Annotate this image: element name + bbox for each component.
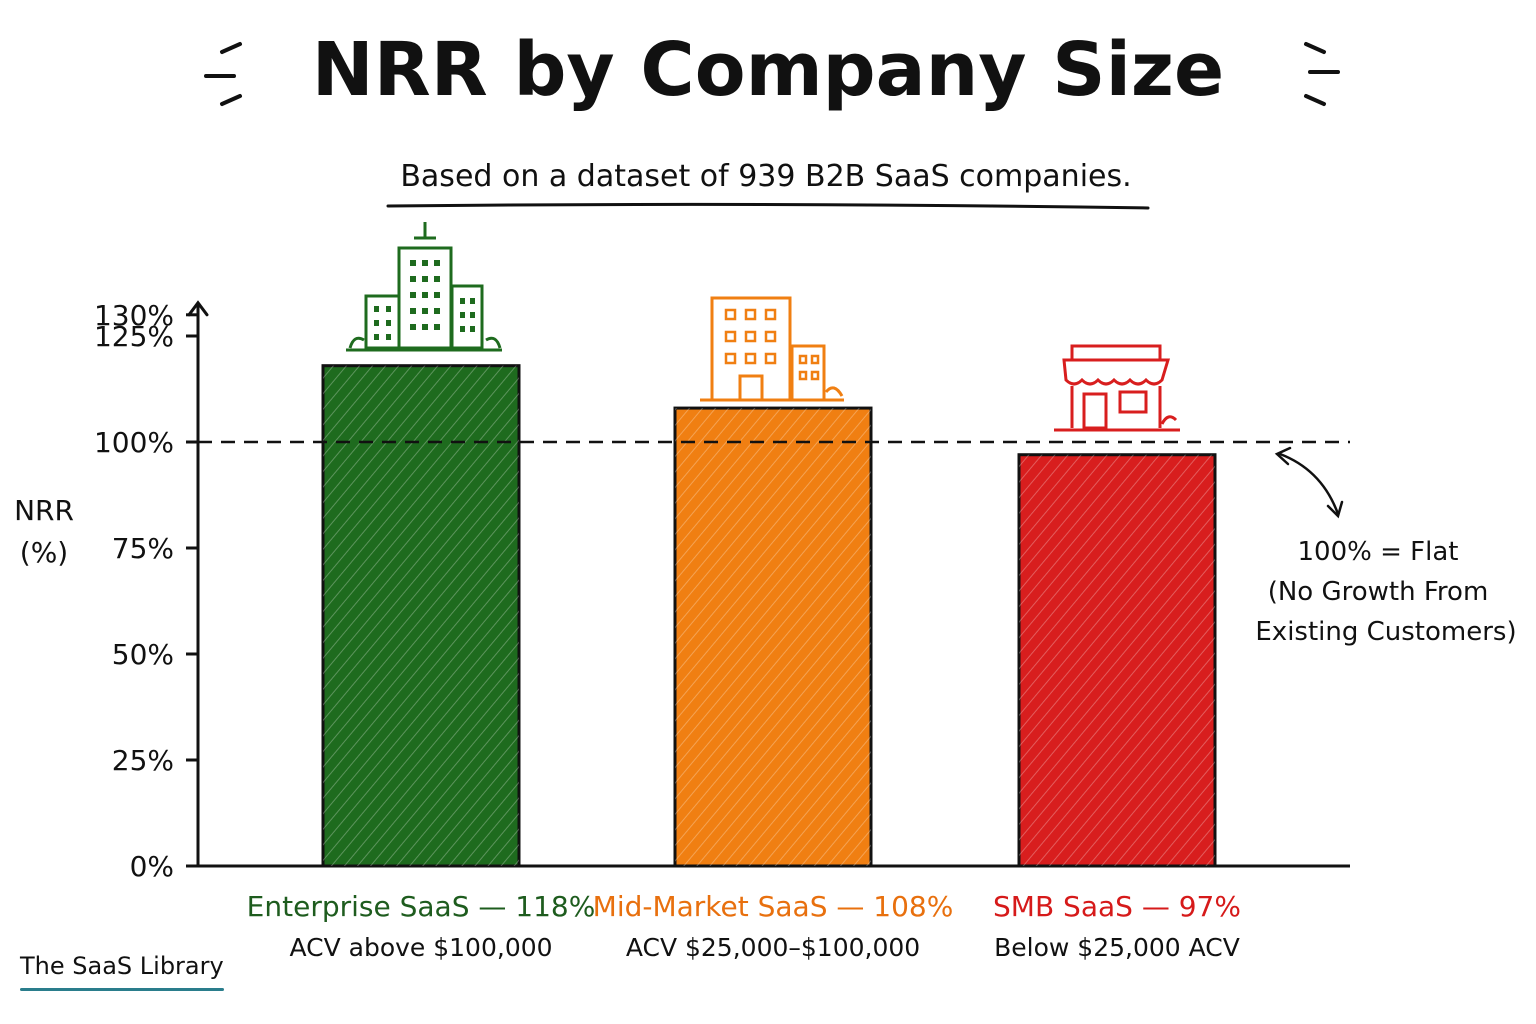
y-tick-label: 100% [94,426,174,459]
category-labels: Enterprise SaaS — 118% ACV above $100,000… [247,890,1241,962]
category-label: Enterprise SaaS — 118% [247,890,596,923]
title-sparkle-left-icon [204,42,242,106]
y-tick-label: 130% [94,299,174,332]
annotation-line-3: Existing Customers) [1255,617,1516,647]
chart-subtitle: Based on a dataset of 939 B2B SaaS compa… [400,159,1131,194]
annotation-arrow [1278,452,1340,516]
brand-label: The SaaS Library [20,952,224,980]
title-sparkle-right-icon [1304,42,1340,106]
category-label: SMB SaaS — 97% [993,890,1241,923]
y-axis-label: NRR [14,494,74,527]
office-towers-icon [346,222,502,352]
y-tick-label: 0% [130,850,174,883]
category-sublabel: ACV $25,000–$100,000 [626,933,920,962]
y-tick-label: 75% [112,532,174,565]
bar-hatch-texture [675,408,871,866]
y-axis-ticks: 0% 25% 50% 75% 100% 125%130% [94,299,198,883]
brand-underline [20,988,224,991]
storefront-icon [1054,344,1180,432]
y-tick-label: 125% [94,320,174,353]
annotation-arrow-head-top [1274,446,1292,466]
y-axis-arrow-icon [187,300,209,317]
chart-title: NRR by Company Size [312,27,1224,113]
annotation-arrow-head-bottom [1326,500,1344,519]
category-label: Mid-Market SaaS — 108% [593,890,954,923]
y-tick-label: 25% [112,744,174,777]
y-tick-label: 50% [112,638,174,671]
category-sublabel: Below $25,000 ACV [994,933,1240,962]
bars [321,364,1217,868]
bar-hatch-texture [323,365,519,866]
annotation-line-2: (No Growth From [1268,577,1489,607]
subtitle-underline [386,202,1150,210]
office-building-icon [700,296,844,402]
bar-hatch-texture [1019,454,1215,866]
category-sublabel: ACV above $100,000 [289,933,552,962]
y-axis-label-unit: (%) [20,536,68,569]
annotation-line-1: 100% = Flat [1298,537,1459,567]
